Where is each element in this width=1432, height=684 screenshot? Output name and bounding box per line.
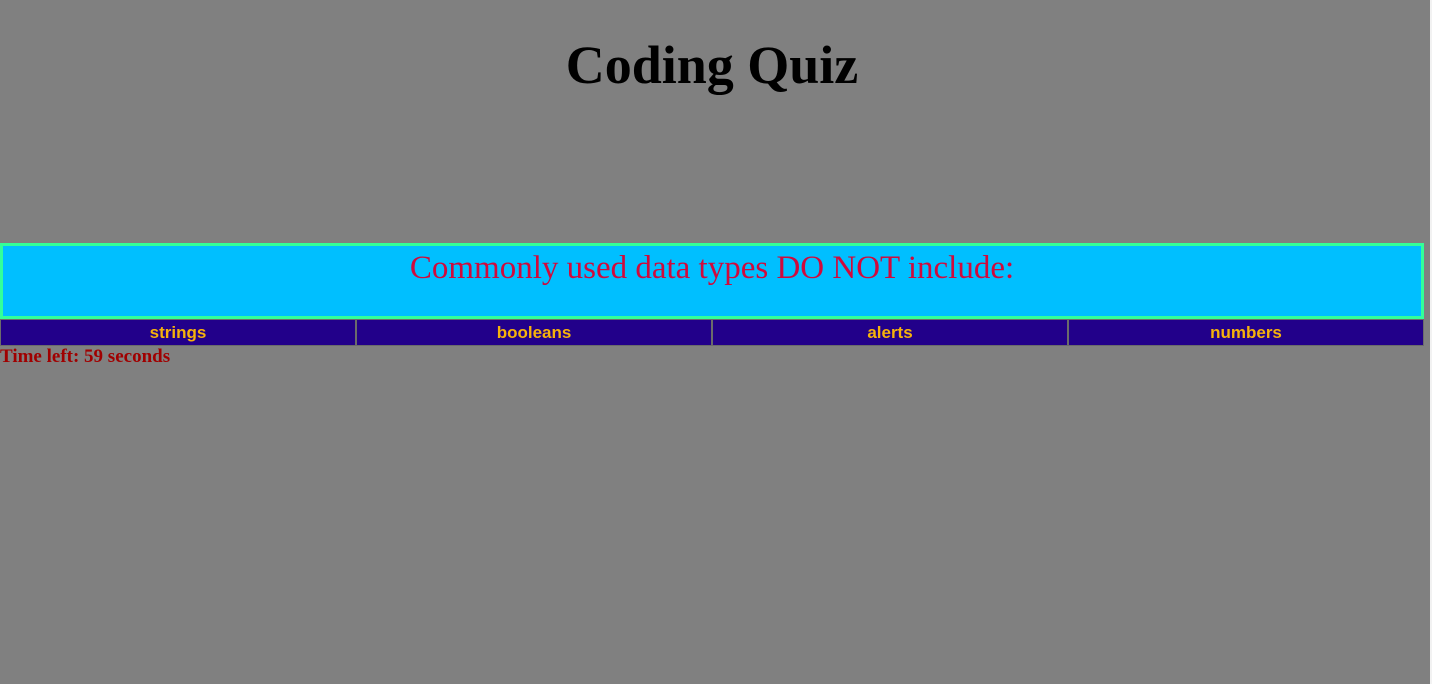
answer-button-alerts[interactable]: alerts [712, 319, 1068, 346]
window-edge [1430, 0, 1432, 684]
page-title: Coding Quiz [565, 35, 859, 95]
answers-row: strings booleans alerts numbers [0, 319, 1424, 346]
question-text: Commonly used data types DO NOT include: [409, 250, 1015, 286]
answer-button-strings[interactable]: strings [0, 319, 356, 346]
question-box: Commonly used data types DO NOT include: [0, 243, 1424, 319]
timer-text: Time left: 59 seconds [0, 346, 171, 367]
answer-button-booleans[interactable]: booleans [356, 319, 712, 346]
answer-button-numbers[interactable]: numbers [1068, 319, 1424, 346]
